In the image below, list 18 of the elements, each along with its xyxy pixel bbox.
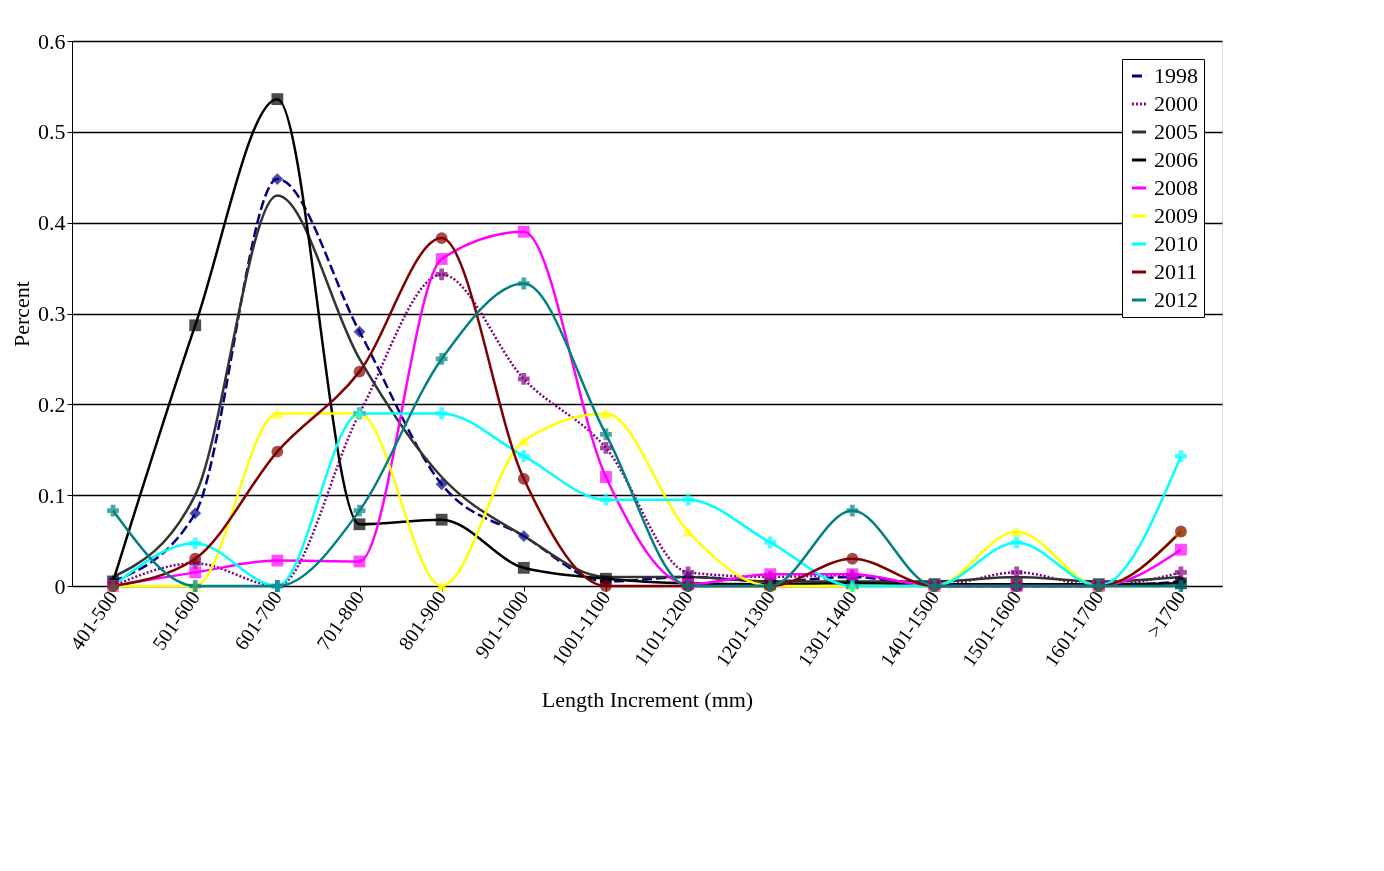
legend-label: 2000	[1154, 91, 1198, 116]
y-tick-label: 0.5	[38, 119, 66, 145]
legend-label: 2005	[1154, 119, 1198, 144]
y-tick-label: 0.4	[38, 210, 66, 236]
y-tick-label: 0	[54, 573, 66, 599]
y-tick-label: 0.2	[38, 391, 66, 417]
legend-label: 2011	[1154, 259, 1198, 284]
legend-label: 2010	[1154, 231, 1198, 256]
x-axis-title: Length Increment (mm)	[541, 687, 754, 713]
y-tick-label: 0.6	[38, 28, 66, 54]
legend-label: 2008	[1154, 175, 1198, 200]
legend-label: 1998	[1154, 63, 1198, 88]
y-tick-label: 0.1	[38, 482, 66, 508]
legend-label: 2012	[1154, 287, 1198, 312]
legend-label: 2006	[1154, 147, 1198, 172]
y-tick-label: 0.3	[38, 301, 66, 326]
legend-label: 2009	[1154, 203, 1198, 228]
y-axis-title: Percent	[9, 281, 34, 347]
